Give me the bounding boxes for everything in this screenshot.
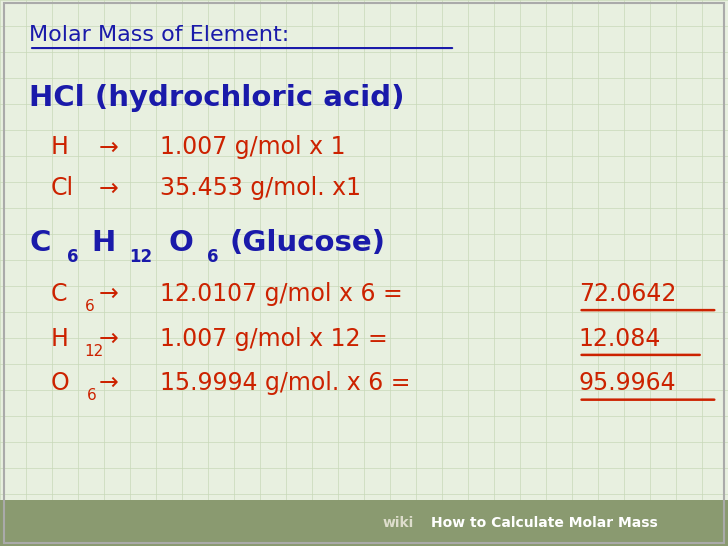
Text: 12: 12: [84, 343, 103, 359]
Text: 6: 6: [87, 388, 97, 403]
Text: →: →: [98, 327, 118, 351]
Text: 6: 6: [67, 248, 79, 266]
Text: 6: 6: [84, 299, 94, 314]
Text: O: O: [169, 229, 194, 257]
Text: wiki: wiki: [382, 516, 414, 530]
Text: 15.9994 g/mol. x 6 =: 15.9994 g/mol. x 6 =: [160, 371, 411, 395]
Text: 6: 6: [207, 248, 218, 266]
Text: Molar Mass of Element:: Molar Mass of Element:: [29, 26, 289, 45]
Text: 95.9964: 95.9964: [579, 371, 676, 395]
Text: C: C: [29, 229, 50, 257]
Text: →: →: [98, 176, 118, 200]
Text: 1.007 g/mol x 12 =: 1.007 g/mol x 12 =: [160, 327, 388, 351]
Text: H: H: [51, 327, 69, 351]
Text: →: →: [98, 135, 118, 159]
Text: How to Calculate Molar Mass: How to Calculate Molar Mass: [431, 516, 657, 530]
Text: O: O: [51, 371, 70, 395]
FancyBboxPatch shape: [0, 500, 728, 546]
Text: 1.007 g/mol x 1: 1.007 g/mol x 1: [160, 135, 346, 159]
Text: →: →: [98, 371, 118, 395]
Text: HCl (hydrochloric acid): HCl (hydrochloric acid): [29, 84, 405, 112]
Text: H: H: [51, 135, 69, 159]
Text: 12.084: 12.084: [579, 327, 661, 351]
Text: 35.453 g/mol. x1: 35.453 g/mol. x1: [160, 176, 361, 200]
Text: →: →: [98, 282, 118, 306]
Text: 72.0642: 72.0642: [579, 282, 676, 306]
Text: 12.0107 g/mol x 6 =: 12.0107 g/mol x 6 =: [160, 282, 403, 306]
Text: 12: 12: [129, 248, 152, 266]
Text: (Glucose): (Glucose): [229, 229, 385, 257]
Text: Cl: Cl: [51, 176, 74, 200]
Text: C: C: [51, 282, 68, 306]
Text: H: H: [91, 229, 115, 257]
